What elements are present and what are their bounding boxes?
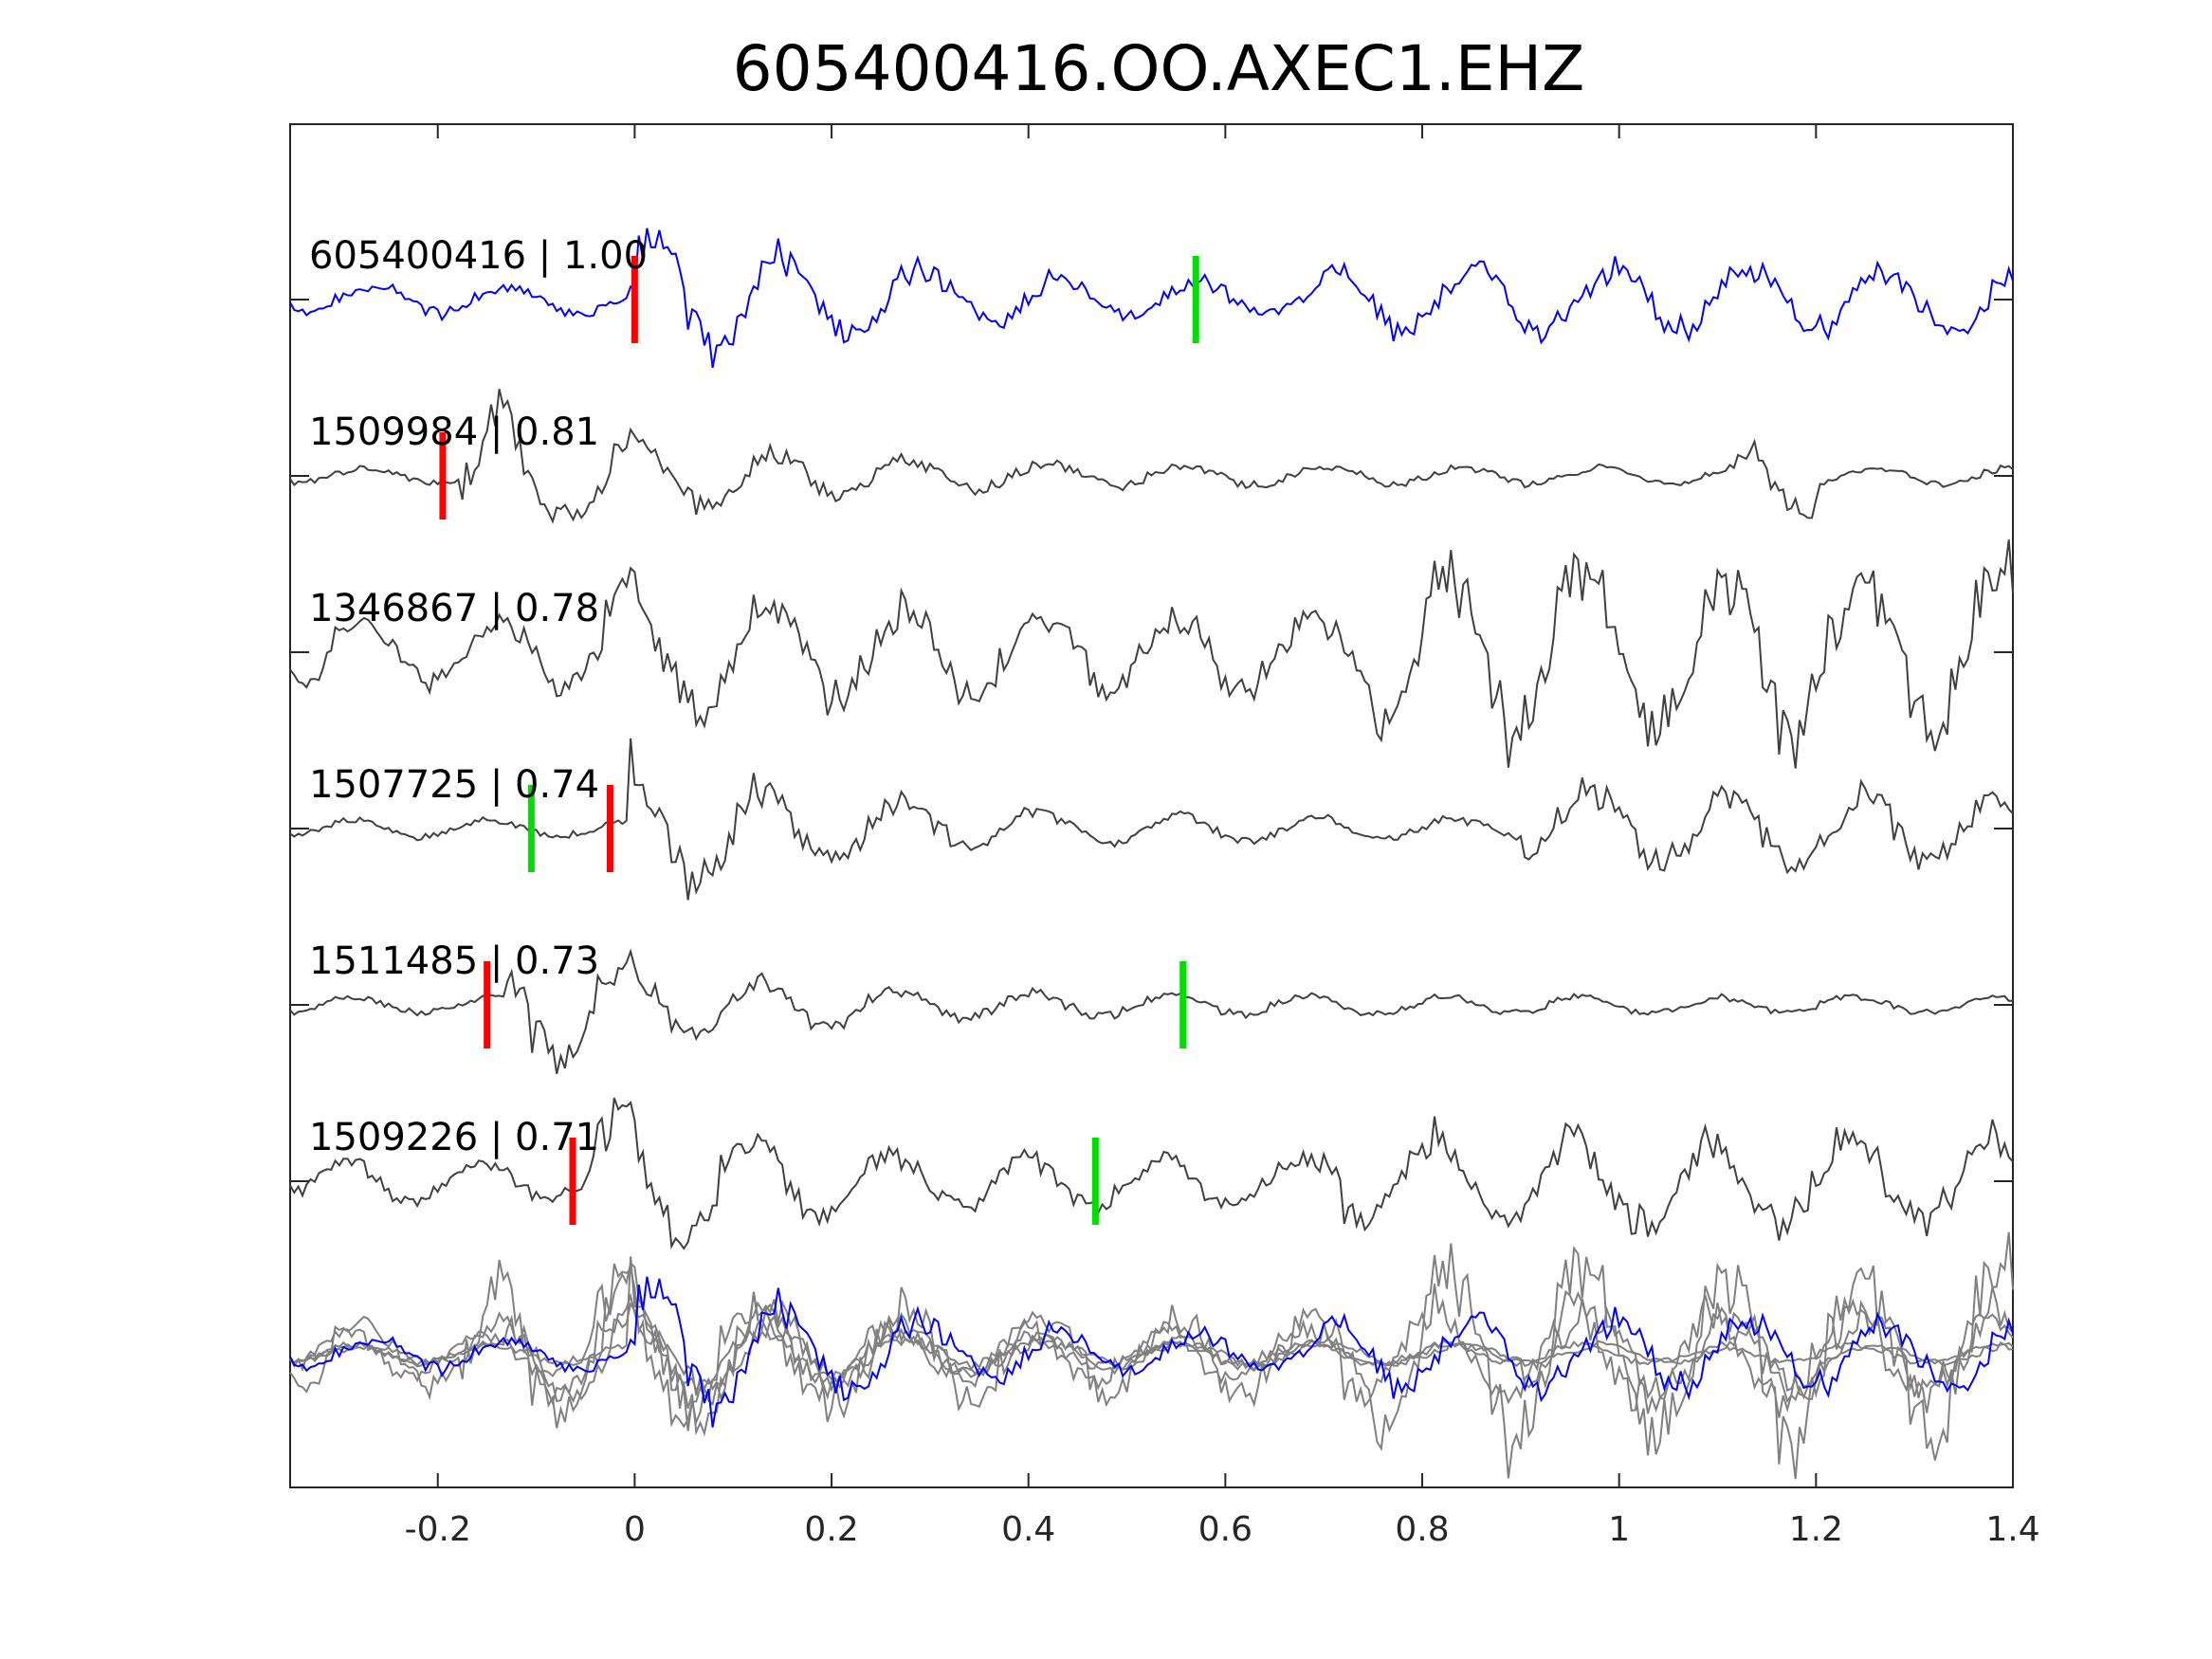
trace-line [289, 539, 2014, 769]
trace-label: 1511485 | 0.73 [309, 939, 599, 983]
trace-label: 1509984 | 0.81 [309, 410, 599, 454]
trace-labels: 605400416 | 1.00 1509984 | 0.81 1346867 | … [309, 234, 648, 1159]
x-tick-label: 1.2 [1789, 1510, 1843, 1549]
trace-label: 1509226 | 0.71 [309, 1116, 599, 1159]
trace-line [289, 228, 2014, 369]
overlay-neighbor-line [289, 1263, 2014, 1429]
trace-label: 1507725 | 0.74 [309, 763, 599, 807]
overlay-neighbor-line [289, 1231, 2014, 1480]
chart-title: 605400416.OO.AXEC1.EHZ [733, 32, 1585, 105]
trace-line [289, 738, 2014, 901]
x-tick-label: 1.4 [1985, 1510, 2039, 1549]
overlay-template-line [289, 1276, 2014, 1428]
trace-line [289, 389, 2014, 524]
overlay-neighbor-line [289, 1256, 2014, 1431]
x-tick-label: 0.8 [1395, 1510, 1449, 1549]
x-tick-label: 0.6 [1198, 1510, 1252, 1549]
overlay-stack [289, 1231, 2014, 1480]
traces [289, 228, 2014, 1250]
x-tick-label: -0.2 [405, 1510, 471, 1549]
trace-line [289, 948, 2014, 1074]
x-tick-label: 1 [1608, 1510, 1630, 1549]
overlay-neighbor-line [289, 1292, 2014, 1429]
x-tick-label: 0.4 [1001, 1510, 1055, 1549]
x-ticks: -0.2 0 0.2 0.4 0.6 0.8 1 1.2 1.4 [405, 124, 2040, 1549]
axes-box [289, 123, 2014, 1488]
trace-label: 1346867 | 0.78 [309, 587, 599, 630]
trace-label: 605400416 | 1.00 [309, 234, 648, 278]
trace-line [289, 1097, 2014, 1250]
x-tick-label: 0.2 [804, 1510, 858, 1549]
x-tick-label: 0 [624, 1510, 646, 1549]
